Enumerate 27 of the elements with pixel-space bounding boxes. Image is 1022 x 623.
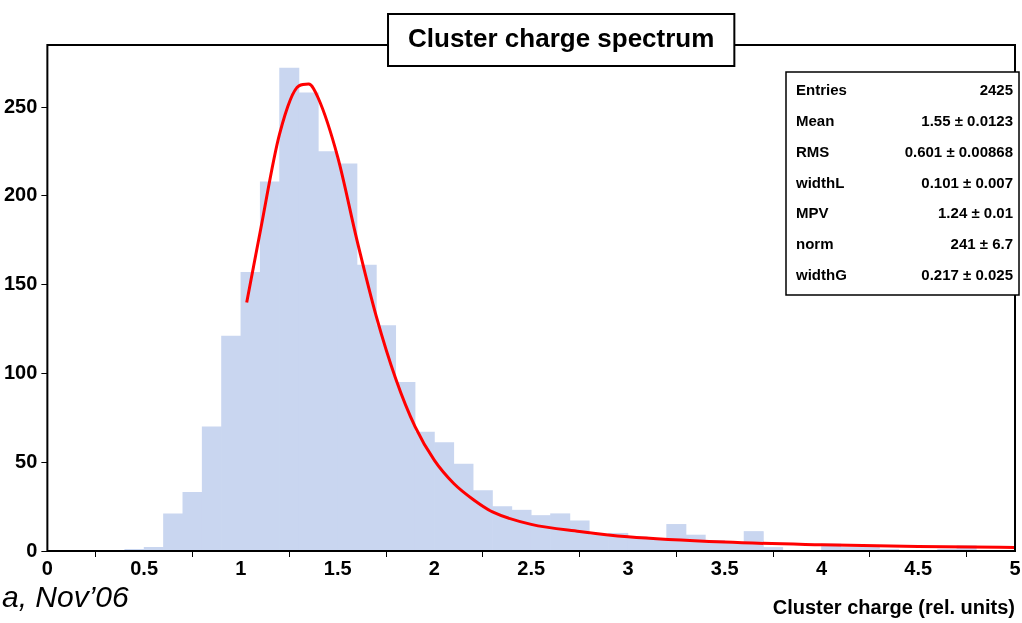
text: Mean 1.55 ± 0.0123	[796, 112, 1013, 130]
text: a, Nov’06	[2, 580, 130, 614]
x-tick-label: 2	[428, 556, 440, 579]
text: widthL 0.101 ± 0.007	[796, 173, 1013, 191]
text: Entries 2425	[796, 81, 1013, 99]
x-tick-label: 0	[41, 556, 53, 579]
x-tick-label: 2.5	[517, 556, 546, 579]
y-tick-label: 250	[3, 94, 38, 117]
x-axis-title: Cluster charge (rel. units)	[772, 595, 1015, 618]
x-tick-label: 5	[1009, 556, 1021, 579]
text: widthG 0.217 ± 0.025	[796, 265, 1013, 283]
x-tick-label: 4.5	[904, 556, 933, 579]
x-tick-label: 4	[815, 556, 828, 579]
x-tick-label: 3.5	[710, 556, 739, 579]
x-tick-label: 1	[235, 556, 247, 579]
y-tick-label: 50	[15, 449, 38, 472]
text: norm 241 ± 6.7	[796, 234, 1013, 252]
x-tick-label: 1.5	[323, 556, 352, 579]
y-tick-label: 200	[3, 183, 38, 206]
text: MPV 1.24 ± 0.01	[796, 204, 1013, 222]
y-tick-label: 0	[26, 538, 38, 561]
x-tick-label: 0.5	[130, 556, 159, 579]
text: RMS 0.601 ± 0.00868	[796, 142, 1013, 160]
chart-title: Cluster charge spectrum	[408, 23, 715, 54]
y-tick-label: 150	[3, 272, 38, 295]
y-tick-label: 100	[3, 360, 38, 383]
x-tick-label: 3	[622, 556, 634, 579]
